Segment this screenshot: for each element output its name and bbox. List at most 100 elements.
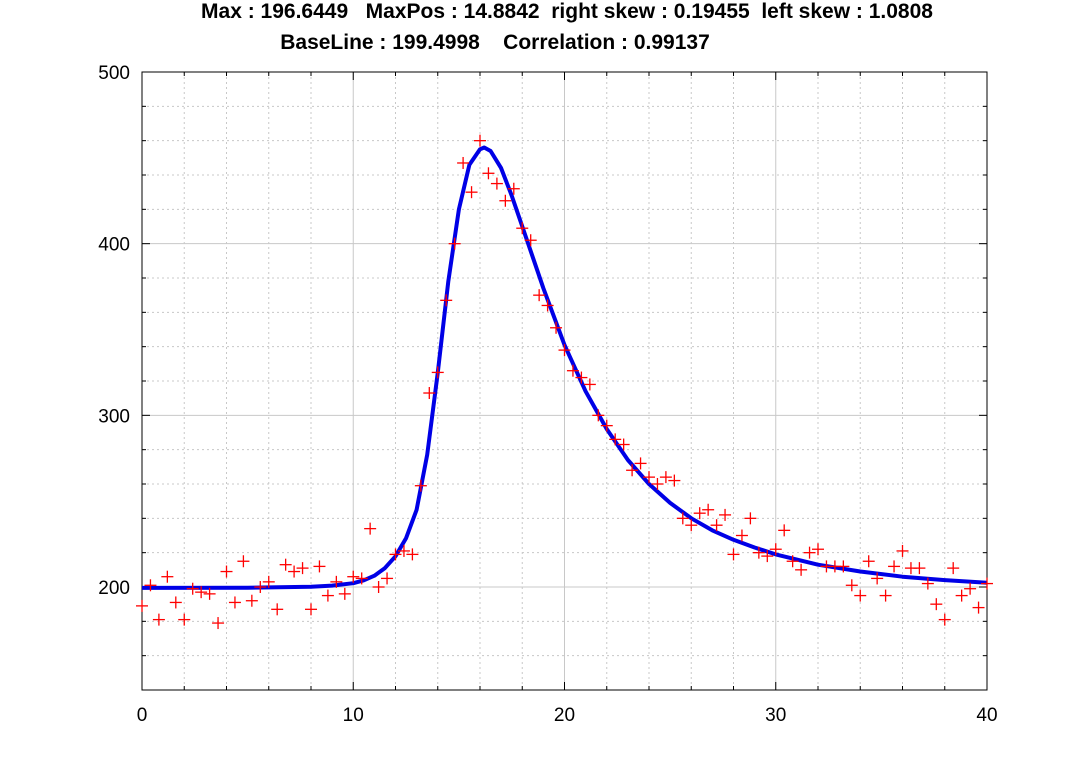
data-point	[152, 613, 165, 626]
data-point	[321, 589, 334, 602]
data-point	[888, 560, 901, 573]
y-tick-label: 200	[98, 578, 130, 599]
data-point	[347, 570, 360, 583]
data-point	[643, 471, 655, 484]
data-point	[871, 572, 884, 585]
data-point	[947, 562, 960, 575]
data-point	[566, 364, 579, 377]
data-point	[676, 512, 689, 525]
data-point	[245, 594, 258, 607]
data-point	[659, 471, 672, 484]
fit-curve-series	[141, 145, 988, 590]
data-point	[161, 570, 174, 583]
data-point	[600, 419, 613, 432]
data-point	[854, 589, 867, 602]
x-tick-label: 0	[137, 705, 148, 726]
data-point	[609, 433, 622, 446]
data-point	[305, 603, 317, 616]
data-point	[178, 613, 191, 626]
axes	[141, 71, 988, 691]
y-tick-label: 500	[98, 63, 130, 84]
data-point	[338, 587, 351, 600]
data-point	[837, 560, 850, 573]
data-point	[423, 387, 436, 400]
data-point	[414, 479, 427, 492]
data-point	[769, 543, 782, 556]
data-point	[516, 222, 529, 235]
data-point	[406, 548, 419, 561]
data-point	[372, 581, 385, 593]
chart-title-line-1: Max : 196.6449 MaxPos : 14.8842 right sk…	[201, 0, 933, 23]
data-point	[381, 572, 394, 585]
data-point	[592, 409, 605, 422]
data-point	[212, 617, 225, 630]
data-point	[550, 321, 563, 334]
data-point	[440, 294, 453, 307]
data-point	[144, 579, 157, 592]
y-tick-label: 400	[98, 235, 130, 256]
data-point	[474, 134, 486, 147]
data-point	[786, 555, 799, 568]
data-point	[921, 577, 934, 590]
data-point	[735, 529, 748, 542]
data-point	[981, 577, 993, 590]
data-point	[490, 177, 503, 190]
data-point	[296, 562, 309, 575]
data-point	[634, 457, 647, 470]
x-tick-label: 10	[343, 705, 364, 726]
data-point	[812, 543, 824, 556]
data-point	[617, 438, 630, 451]
data-point	[845, 579, 858, 592]
data-point	[364, 522, 377, 535]
data-point	[431, 366, 444, 379]
data-point	[558, 344, 571, 357]
data-point	[710, 519, 723, 532]
data-point	[186, 582, 199, 595]
data-point	[778, 524, 791, 537]
data-point	[955, 589, 968, 602]
data-point	[237, 555, 250, 568]
data-point	[313, 560, 326, 573]
data-point	[195, 586, 208, 599]
data-point	[541, 299, 554, 312]
data-point	[930, 598, 943, 611]
data-point	[744, 512, 757, 525]
data-point	[651, 478, 664, 490]
tick-labels: 0 10 20 30 40 200 300 400 500	[98, 63, 997, 726]
x-tick-label: 40	[976, 705, 997, 726]
fit-curve	[141, 145, 988, 590]
data-point	[862, 555, 875, 568]
data-point	[524, 234, 537, 247]
data-point	[693, 507, 706, 520]
data-point	[702, 503, 715, 516]
data-point	[262, 575, 275, 588]
data-point	[972, 601, 985, 614]
data-point	[330, 575, 343, 588]
data-points-series	[136, 134, 993, 630]
x-tick-label: 30	[765, 705, 786, 726]
data-point	[220, 565, 233, 578]
data-point	[254, 581, 267, 593]
data-point	[913, 562, 926, 575]
data-point	[507, 182, 520, 195]
data-point	[668, 474, 681, 487]
chart-title-line-2: BaseLine : 199.4998 Correlation : 0.9913…	[280, 31, 710, 54]
data-point	[355, 572, 368, 585]
data-point	[203, 587, 216, 600]
data-point	[169, 596, 182, 609]
data-point	[482, 167, 495, 180]
data-point	[228, 596, 241, 609]
data-point	[879, 589, 892, 602]
data-point	[938, 613, 951, 626]
data-point	[719, 508, 732, 521]
data-point	[727, 548, 740, 561]
data-point	[271, 603, 284, 616]
data-point	[457, 156, 470, 169]
data-point	[575, 371, 588, 384]
data-point	[896, 544, 909, 557]
data-point	[448, 237, 461, 250]
data-point	[761, 550, 774, 563]
data-point	[499, 194, 512, 207]
y-tick-label: 300	[98, 406, 130, 427]
